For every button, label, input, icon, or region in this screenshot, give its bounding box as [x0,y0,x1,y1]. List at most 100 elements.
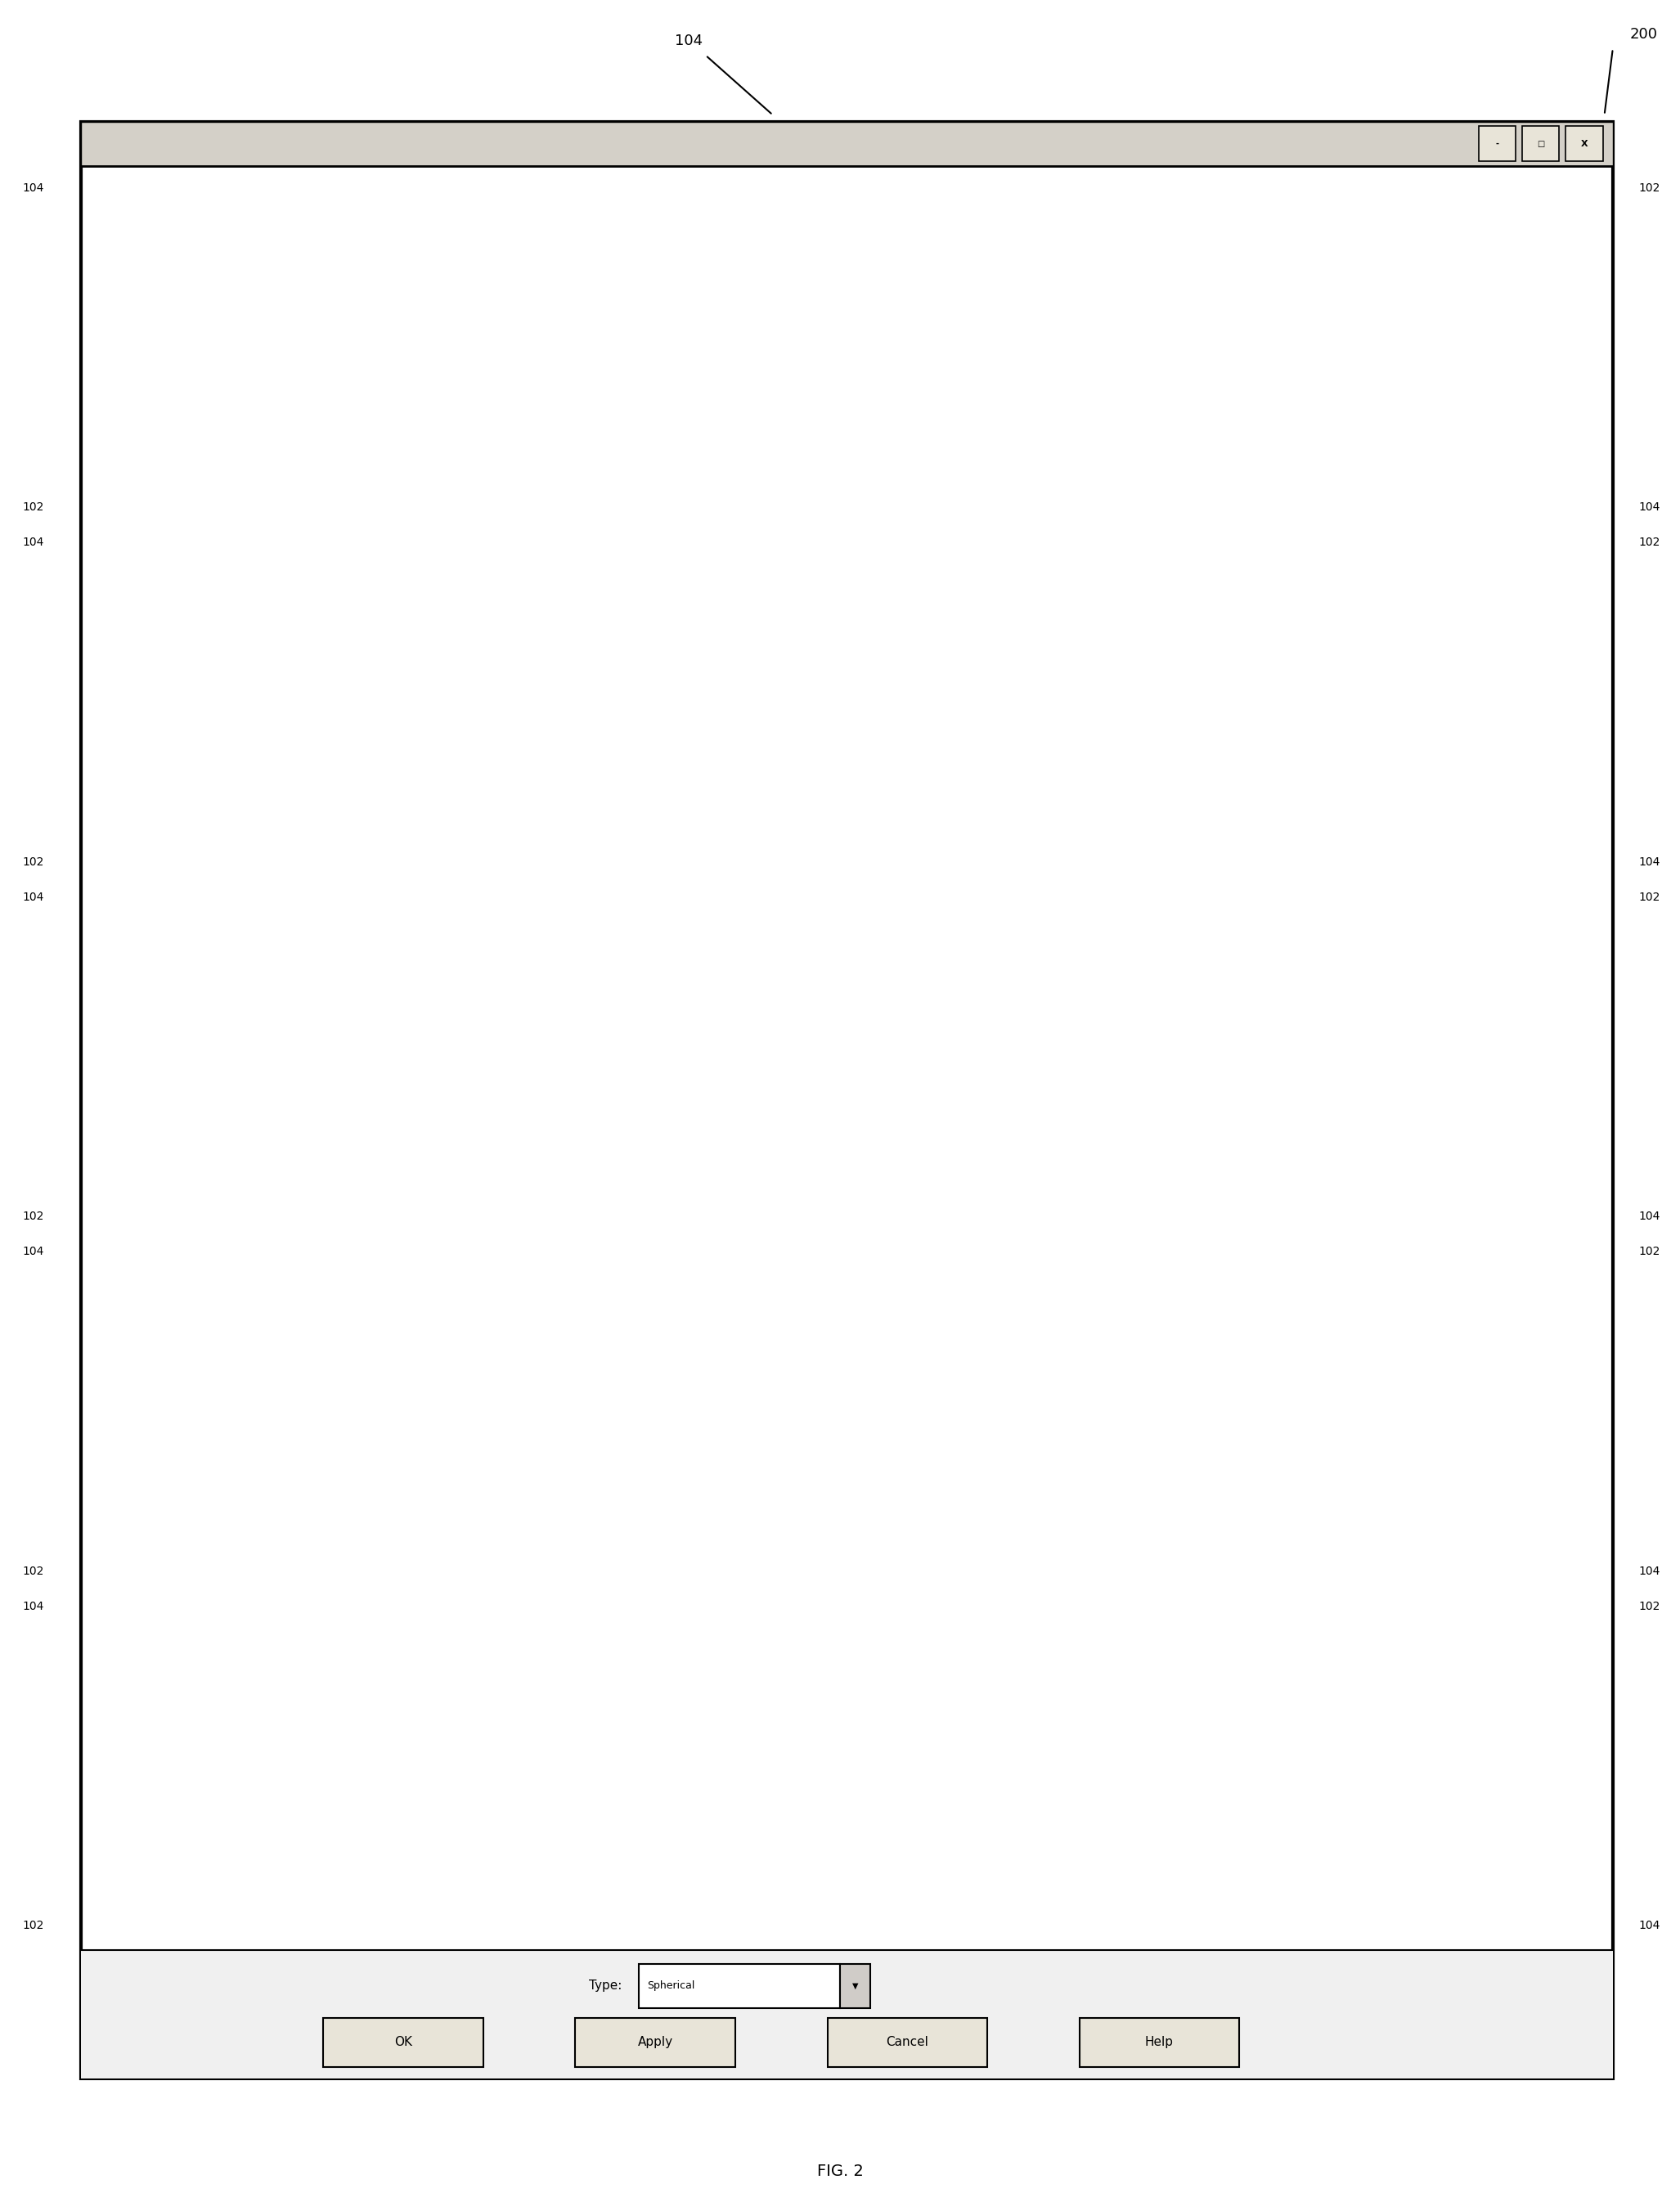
Point [472,292,499,327]
Point [168,447,195,482]
Bar [151,453,166,482]
Point [1189,1369,1216,1404]
Point [516,639,543,674]
Point [1384,1335,1411,1371]
Bar [1174,1638,1189,1901]
Bar [413,577,428,838]
Bar [575,2019,736,2067]
Bar [912,1163,927,1192]
Point [1515,1333,1542,1369]
Bar [1087,957,1102,1192]
Point [212,1114,239,1150]
Point [1472,1333,1499,1369]
Y-axis label: (# of Pairs): (# of Pairs) [1584,672,1593,710]
Bar [1131,1304,1146,1545]
Bar [912,807,927,838]
Text: 104: 104 [24,181,44,195]
Bar [1000,1424,1015,1545]
Y-axis label: Semivariogra: Semivariogra [875,1729,882,1782]
Point [1102,705,1129,741]
X-axis label: Lag Distance: Lag Distance [433,1919,494,1928]
Bar [543,1623,558,1901]
Point [1102,1751,1129,1786]
Bar [630,557,645,838]
Point [1233,1707,1260,1742]
Text: Type:: Type: [588,1979,622,1992]
Bar [370,1304,385,1545]
Bar [413,219,428,482]
Point [1384,270,1411,305]
Y-axis label: Semivariogra: Semivariogra [875,310,882,363]
Text: Cancel: Cancel [885,2036,929,2050]
Bar [543,559,558,838]
Y-axis label: (# of Pairs): (# of Pairs) [1584,1736,1593,1773]
Point [212,418,239,453]
Text: 104: 104 [24,1247,44,1258]
Point [1233,988,1260,1024]
Bar [1087,1329,1102,1545]
Point [1342,1694,1369,1729]
Bar [1347,911,1362,1192]
Point [1233,1355,1260,1391]
Bar [239,1424,254,1545]
Bar [1131,590,1146,838]
Text: 102: 102 [1640,1601,1660,1612]
Bar [956,411,971,482]
Bar [1087,248,1102,482]
Bar [630,1267,645,1545]
Point [667,979,694,1015]
Bar [1435,909,1450,1192]
Point [472,650,499,685]
Y-axis label: (# of Pairs): (# of Pairs) [823,672,832,710]
Bar [1522,1618,1537,1901]
Point [1472,261,1499,296]
Bar [239,336,254,482]
Point [276,1063,302,1099]
Bar [239,1756,254,1901]
Text: Spherical: Spherical [647,1981,694,1992]
Bar [956,1121,971,1192]
Bar [195,411,210,482]
Point [581,1694,608,1729]
Bar [195,1831,210,1901]
Bar [717,1265,732,1545]
Point [341,334,368,369]
Bar [1522,909,1537,1192]
Point [1189,663,1216,699]
Point [581,1338,608,1373]
Bar [1522,126,1559,161]
Y-axis label: Semivariogra: Semivariogra [114,310,121,363]
Point [581,982,608,1017]
Title: Horizontal variogram (deg: 18.0): Horizontal variogram (deg: 18.0) [1136,179,1314,188]
Title: Horizontal variogram (deg: 126.0): Horizontal variogram (deg: 126.0) [1132,1243,1317,1254]
Point [1428,263,1455,298]
X-axis label: Lag Distance: Lag Distance [1194,1209,1255,1218]
Bar [761,1618,776,1901]
Text: 102: 102 [1640,537,1660,548]
Point [1384,626,1411,661]
Point [1146,1006,1173,1041]
Bar [499,1274,514,1545]
Bar [1216,922,1231,1192]
Point [1189,1716,1216,1751]
Bar [586,1267,601,1545]
Y-axis label: Semivariogra: Semivariogra [114,1373,121,1426]
Text: 104: 104 [675,33,702,49]
Bar [1391,911,1406,1192]
Y-axis label: Semivariogra: Semivariogra [875,1019,882,1072]
Point [623,979,650,1015]
Bar [1478,555,1494,838]
Point [1233,292,1260,327]
Bar [543,1269,558,1545]
Point [929,805,956,840]
Point [1342,272,1369,307]
Point [1102,1024,1129,1059]
Point [276,374,302,409]
Bar [1174,929,1189,1192]
Point [341,1024,368,1059]
X-axis label: Lag Distance: Lag Distance [1194,1563,1255,1572]
Bar [151,807,166,838]
Point [385,1729,412,1764]
Point [929,1148,956,1183]
Point [929,447,956,482]
